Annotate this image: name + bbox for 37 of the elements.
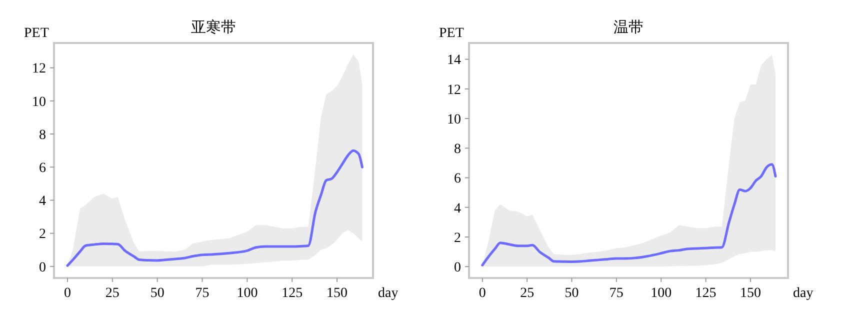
x-tick-label: 50 [564,286,579,301]
y-tick-label: 14 [447,53,461,68]
y-tick-label: 4 [454,201,461,216]
y-tick-label: 6 [39,161,46,176]
chart-title: 亚寒带 [191,19,236,36]
y-tick-label: 4 [39,194,46,210]
y-axis-title: PET [24,26,50,41]
x-tick-label: 25 [105,286,120,301]
x-tick-label: 150 [326,286,348,301]
y-tick-label: 12 [32,62,46,77]
x-tick-label: 25 [520,286,534,301]
x-tick-label: 0 [478,286,486,301]
x-tick-label: 0 [64,286,71,301]
y-tick-label: 0 [454,260,461,276]
y-axis-title: PET [439,26,464,41]
y-tick-label: 0 [39,260,46,276]
x-tick-label: 150 [740,286,761,301]
x-axis-title: day [378,286,398,301]
line-series [481,163,777,266]
x-tick-label: 75 [195,286,210,301]
y-tick-label: 2 [454,230,461,246]
x-tick-label: 75 [609,286,624,301]
y-tick-label: 8 [39,128,46,143]
x-tick-label: 100 [236,286,258,301]
x-tick-label: 125 [282,286,303,301]
y-tick-label: 2 [39,227,46,242]
y-tick-label: 12 [447,82,461,98]
x-tick-label: 50 [150,286,164,301]
x-tick-label: 100 [650,286,672,301]
y-tick-label: 8 [454,142,461,158]
chart-title: 温带 [614,19,644,36]
x-tick-label: 125 [695,286,716,301]
line-series [66,149,364,267]
y-tick-label: 10 [32,94,46,110]
y-tick-label: 6 [454,172,461,187]
y-tick-label: 10 [447,112,461,128]
x-axis-title: day [793,286,814,301]
